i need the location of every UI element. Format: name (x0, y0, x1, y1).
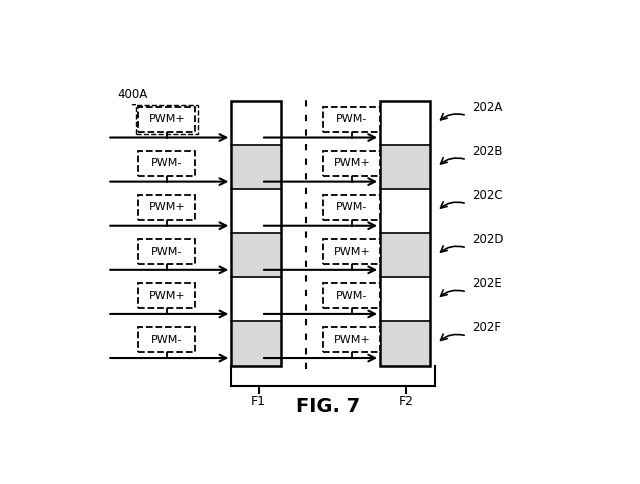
Text: F2: F2 (399, 395, 414, 408)
Bar (323, 327, 380, 352)
Bar (138, 239, 195, 264)
Bar (136, 105, 198, 134)
Text: PWM+: PWM+ (148, 291, 185, 301)
Bar (323, 195, 380, 220)
Text: PWM-: PWM- (336, 202, 367, 212)
Bar (323, 283, 380, 308)
Text: PWM+: PWM+ (333, 335, 370, 345)
Text: PWM-: PWM- (151, 246, 182, 257)
Bar (231, 145, 281, 189)
Text: PWM+: PWM+ (333, 246, 370, 257)
Text: PWM-: PWM- (151, 335, 182, 345)
Text: 202E: 202E (472, 277, 502, 290)
Text: PWM-: PWM- (336, 291, 367, 301)
Text: F1: F1 (251, 395, 266, 408)
Bar (138, 283, 195, 308)
Text: 202B: 202B (472, 145, 502, 158)
Bar (231, 233, 281, 277)
Bar (138, 151, 195, 176)
Text: 202A: 202A (472, 101, 502, 114)
Bar (380, 233, 429, 277)
Bar (231, 321, 281, 365)
Text: PWM+: PWM+ (333, 158, 370, 168)
Bar (380, 101, 429, 365)
Text: PWM-: PWM- (336, 114, 367, 124)
Text: PWM-: PWM- (151, 158, 182, 168)
Text: 202C: 202C (472, 189, 502, 202)
Bar (138, 195, 195, 220)
Text: FIG. 7: FIG. 7 (296, 397, 360, 416)
Text: 202D: 202D (472, 233, 503, 246)
Bar (138, 327, 195, 352)
Text: 202F: 202F (472, 321, 501, 334)
Bar (380, 321, 429, 365)
Bar (323, 106, 380, 132)
Bar (138, 106, 195, 132)
Bar (323, 239, 380, 264)
Bar (323, 151, 380, 176)
Text: PWM+: PWM+ (148, 114, 185, 124)
Bar (380, 145, 429, 189)
Bar (231, 101, 281, 365)
Text: 400A: 400A (117, 88, 147, 101)
Text: PWM+: PWM+ (148, 202, 185, 212)
